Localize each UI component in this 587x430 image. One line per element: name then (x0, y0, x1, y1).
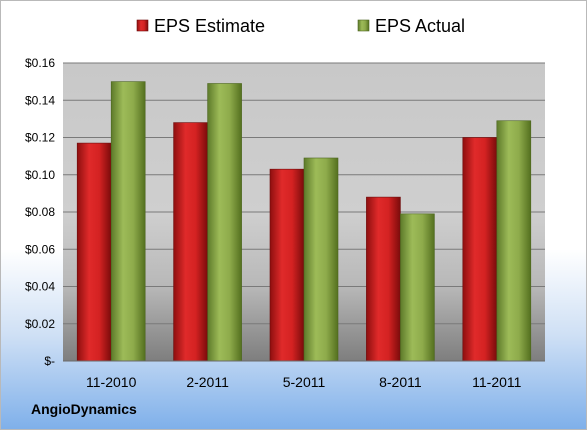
y-tick-label: $- (44, 354, 55, 368)
y-tick-label: $0.08 (25, 205, 55, 219)
company-name: AngioDynamics (31, 401, 137, 417)
y-tick-label: $0.02 (25, 317, 55, 331)
bar (269, 168, 305, 362)
bar (462, 137, 498, 362)
legend-label: EPS Actual (375, 16, 465, 36)
x-tick-label: 8-2011 (379, 374, 422, 390)
bar (110, 81, 146, 362)
y-tick-label: $0.04 (25, 280, 55, 294)
x-tick-label: 11-2011 (472, 374, 522, 390)
x-tick-label: 5-2011 (283, 374, 326, 390)
bar (400, 213, 435, 362)
x-tick-label: 11-2010 (86, 374, 137, 390)
y-tick-label: $0.16 (25, 56, 55, 70)
x-tick-label: 2-2011 (186, 374, 229, 390)
legend-label: EPS Estimate (154, 16, 265, 36)
y-tick-label: $0.06 (25, 242, 55, 256)
legend-swatch (136, 19, 149, 32)
bar (366, 196, 401, 362)
bar (173, 122, 208, 362)
bar (76, 142, 112, 362)
y-tick-label: $0.14 (25, 93, 55, 107)
y-tick-label: $0.10 (25, 168, 55, 182)
legend-swatch (357, 19, 370, 32)
bar (496, 120, 532, 362)
y-tick-label: $0.12 (25, 131, 55, 145)
bar (303, 157, 339, 362)
bar (207, 83, 242, 362)
